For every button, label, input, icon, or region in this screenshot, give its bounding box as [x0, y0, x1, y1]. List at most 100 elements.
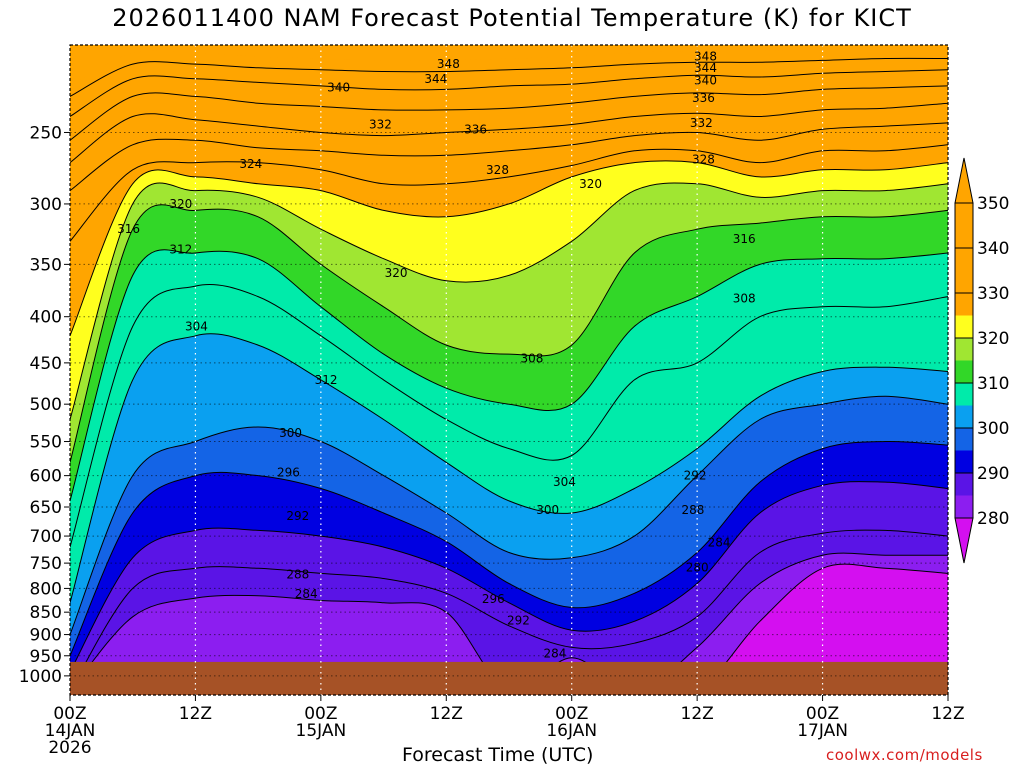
x-tick-date: 16JAN: [546, 721, 597, 741]
y-tick-label: 1000: [19, 667, 62, 687]
contour-label: 288: [682, 503, 705, 517]
contour-label: 344: [424, 72, 447, 86]
isentrope-324: [70, 160, 948, 336]
y-tick-label: 550: [30, 433, 62, 453]
contour-label: 284: [544, 647, 567, 661]
x-tick-label: 12Z: [430, 704, 463, 724]
plot-frame: [69, 44, 949, 696]
colorbar: 280 290 300 310 320 330 340 350: [954, 157, 1009, 564]
contour-label: 312: [169, 243, 192, 257]
colorbar-label: 290: [977, 464, 1009, 484]
x-tick-label: 12Z: [681, 704, 714, 724]
contour-label: 320: [385, 266, 408, 280]
isentrope-344: [70, 69, 948, 117]
ground-layer: [70, 661, 948, 695]
contour-label: 336: [692, 91, 715, 105]
y-tick-label: 600: [30, 467, 62, 487]
isentrope-308: [70, 283, 948, 548]
contour-label: 348: [437, 57, 460, 71]
contour-label: 308: [521, 351, 544, 365]
fill-band-350: [70, 45, 948, 86]
contour-label: 292: [286, 509, 309, 523]
x-tick-date: 14JAN: [45, 721, 96, 741]
colorbar-swatch: [955, 315, 973, 338]
contour-label: 292: [684, 469, 707, 483]
contour-label: 308: [733, 292, 756, 306]
y-tick-label: 850: [30, 603, 62, 623]
x-tick-date: 15JAN: [296, 721, 347, 741]
contour-label: 300: [279, 426, 302, 440]
contour-label: 288: [286, 567, 309, 581]
colorbar-swatch: [955, 360, 973, 383]
x-axis-label: Forecast Time (UTC): [402, 744, 594, 766]
isentrope-348: [70, 57, 948, 97]
y-tick-label: 350: [30, 255, 62, 275]
contour-label: 344: [694, 61, 717, 75]
x-tick-year: 2026: [48, 738, 91, 758]
contour-label: 284: [708, 536, 731, 550]
contour-label: 336: [464, 122, 487, 136]
contour-label: 296: [482, 592, 505, 606]
colorbar-label: 340: [977, 239, 1009, 259]
colorbar-swatch: [955, 270, 973, 293]
x-tick-date: 17JAN: [797, 721, 848, 741]
contour-label: 328: [486, 163, 509, 177]
contour-label: 304: [185, 319, 208, 333]
colorbar-label: 320: [977, 329, 1009, 349]
contour-label: 284: [295, 587, 318, 601]
colorbar-swatch: [955, 225, 973, 248]
grid-lines: [70, 45, 948, 695]
y-tick-label: 300: [30, 195, 62, 215]
x-tick-label: 00Z: [53, 704, 86, 724]
colorbar-swatch: [955, 405, 973, 428]
colorbar-swatch: [955, 473, 973, 496]
colorbar-swatch: [955, 203, 973, 226]
y-tick-label: 650: [30, 498, 62, 518]
contour-label: 312: [315, 373, 338, 387]
contour-label: 300: [536, 503, 559, 517]
contour-label: 332: [369, 118, 392, 132]
isentrope-312: [70, 249, 948, 502]
contour-label: 320: [169, 197, 192, 211]
colorbar-extend-low: [954, 517, 974, 564]
contour-label: 324: [239, 157, 262, 171]
colorbar-label: 280: [977, 509, 1009, 529]
colorbar-swatch: [955, 248, 973, 271]
contour-label: 340: [327, 81, 350, 95]
colorbar-swatch: [955, 383, 973, 406]
isentrope-296: [70, 440, 948, 657]
colorbar-label: 350: [977, 194, 1009, 214]
x-tick-label: 12Z: [931, 704, 964, 724]
isentrope-320: [70, 182, 948, 420]
x-tick-label: 00Z: [806, 704, 839, 724]
ground-surface: [70, 661, 948, 695]
isentrope-300: [70, 395, 948, 635]
colorbar-swatch: [955, 293, 973, 316]
fill-band-348: [70, 45, 948, 97]
x-tick-label: 00Z: [555, 704, 588, 724]
isentrope-340: [70, 85, 948, 141]
colorbar-swatch: [955, 450, 973, 473]
contour-label: 320: [579, 177, 602, 191]
colorbar-swatch: [955, 495, 973, 518]
contour-label: 296: [277, 465, 300, 479]
y-tick-label: 900: [30, 626, 62, 646]
x-tick-label: 00Z: [304, 704, 337, 724]
isentrope-332: [70, 122, 948, 192]
isentrope-328: [70, 144, 948, 242]
y-tick-label: 250: [30, 123, 62, 143]
isentrope-316: [70, 204, 948, 463]
colorbar-label: 310: [977, 374, 1009, 394]
credit-link[interactable]: coolwx.com/models: [826, 746, 983, 764]
contour-label: 328: [692, 153, 715, 167]
y-tick-label: 400: [30, 308, 62, 328]
colorbar-label: 330: [977, 284, 1009, 304]
y-tick-label: 950: [30, 647, 62, 667]
colorbar-label: 300: [977, 419, 1009, 439]
colorbar-extend-high: [954, 157, 974, 204]
y-tick-label: 750: [30, 554, 62, 574]
contour-label: 316: [733, 232, 756, 246]
colorbar-swatch: [955, 428, 973, 451]
